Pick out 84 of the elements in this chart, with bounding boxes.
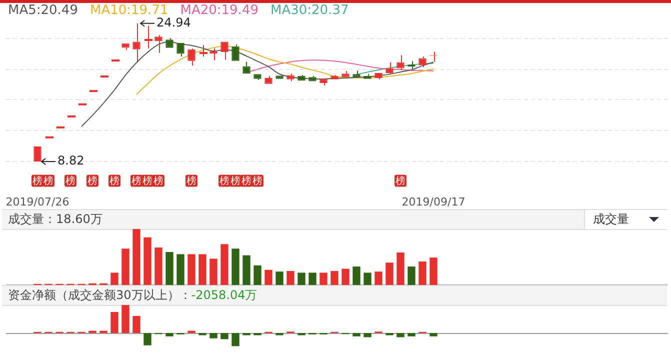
bar (144, 333, 152, 346)
bar (418, 261, 426, 285)
candlestick (352, 70, 360, 78)
candlestick (200, 44, 208, 57)
text: 榜 (230, 174, 240, 187)
bar (232, 333, 240, 346)
candlestick (144, 25, 152, 49)
bar (396, 252, 404, 285)
text: MA5:20.49 (8, 3, 78, 18)
text: 榜 (220, 174, 230, 187)
bar (386, 262, 394, 285)
bar (166, 333, 174, 336)
bar (320, 272, 328, 285)
text: 榜 (132, 174, 142, 187)
text: 榜 (44, 174, 54, 187)
candlestick (364, 74, 372, 79)
text: 榜 (142, 174, 152, 187)
bar (242, 255, 250, 285)
bar (198, 254, 206, 285)
chart-title: 资金净额（成交金额30万以上）： (8, 288, 192, 302)
text: MA20:19.49 (180, 3, 258, 18)
bar (430, 258, 438, 285)
bar (188, 254, 196, 285)
candlestick (396, 54, 404, 71)
text: 榜 (32, 174, 42, 187)
bar (232, 248, 240, 285)
candlestick (286, 73, 294, 82)
bar (254, 265, 262, 285)
candlestick (122, 43, 130, 50)
candlestick (254, 74, 262, 81)
bar (342, 268, 350, 285)
bar (352, 333, 360, 336)
bar (364, 272, 372, 285)
bar (286, 271, 294, 285)
candlestick (298, 74, 306, 81)
chart-title: 成交量：18.60万 (8, 212, 102, 226)
bar (396, 333, 404, 338)
annotation: 8.82 (58, 154, 84, 168)
text: 榜 (154, 174, 164, 187)
bar (408, 266, 416, 285)
text: MA30:20.37 (270, 3, 349, 18)
bar (210, 258, 218, 285)
bar (176, 254, 184, 285)
bar (110, 312, 118, 333)
bar (220, 333, 228, 340)
bar (298, 272, 306, 285)
x-tick-label: 2019/07/26 (6, 195, 70, 208)
text: 成交量 (593, 212, 629, 226)
bar (110, 272, 118, 285)
bar (166, 252, 174, 285)
text: 榜 (396, 174, 406, 187)
candlestick (232, 44, 240, 61)
bar (210, 333, 218, 338)
text: 榜 (186, 174, 196, 187)
bar (364, 333, 372, 338)
bar (352, 266, 360, 285)
text: 榜 (88, 174, 98, 187)
bar (430, 333, 438, 336)
bar (122, 248, 130, 285)
bar (220, 244, 228, 285)
text: MA10:19.71 (90, 3, 168, 18)
chart-subtitle: -2058.04万 (191, 288, 258, 302)
candlestick (154, 34, 162, 54)
bar (154, 247, 162, 285)
bar (122, 305, 130, 333)
text: 榜 (252, 174, 262, 187)
bar (276, 272, 284, 285)
bar (264, 270, 272, 285)
bar (330, 271, 338, 285)
bar (144, 237, 152, 285)
bar (132, 229, 140, 285)
candlestick (320, 78, 328, 86)
x-tick-label: 2019/09/17 (402, 195, 466, 208)
text: 榜 (110, 174, 120, 187)
text: 榜 (242, 174, 252, 187)
bar (408, 333, 416, 336)
bar (374, 272, 382, 285)
bar (132, 316, 140, 333)
text: 榜 (66, 174, 76, 187)
candlestick (330, 74, 338, 80)
candlestick (342, 70, 350, 78)
bar (308, 272, 316, 285)
annotation: 24.94 (156, 15, 191, 30)
candlestick (386, 62, 394, 75)
